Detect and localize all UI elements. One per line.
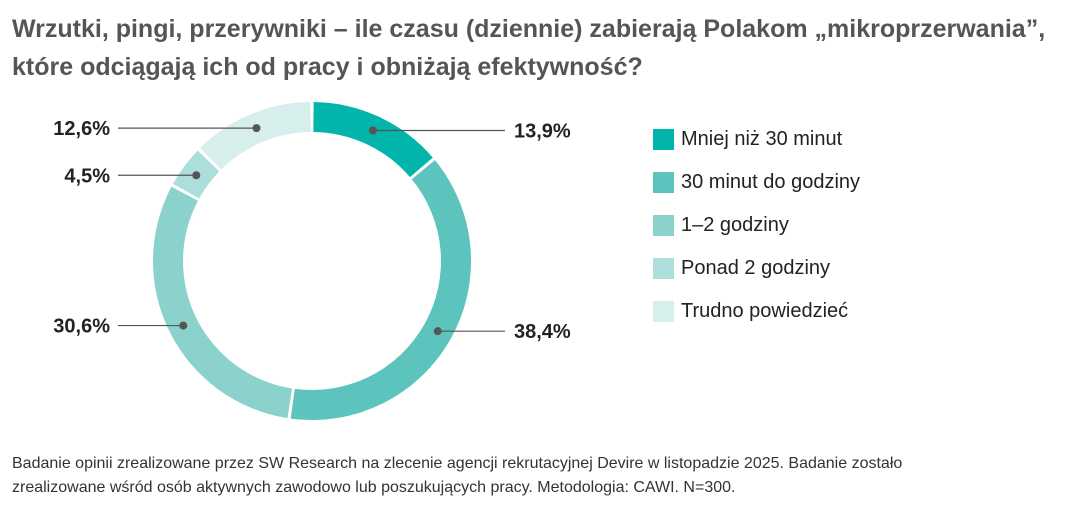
leader-dot-4 bbox=[192, 171, 201, 180]
legend-item-2: 30 minut do godziny bbox=[653, 161, 860, 204]
percent-labels: 13,9% 38,4% 30,6% 4,5% 12,6% bbox=[53, 118, 571, 343]
legend-swatch-5 bbox=[653, 301, 674, 322]
percent-label-1: 13,9% bbox=[514, 121, 571, 143]
legend-swatch-3 bbox=[653, 215, 674, 236]
leader-dot-1 bbox=[368, 126, 377, 135]
legend-swatch-2 bbox=[653, 172, 674, 193]
chart-title-line-2: które odciągają ich od pracy i obniżają … bbox=[12, 53, 643, 81]
legend-item-1: Mniej niż 30 minut bbox=[653, 118, 860, 161]
donut-slice-1 bbox=[313, 102, 433, 178]
legend-item-5: Trudno powiedzieć bbox=[653, 290, 860, 333]
legend-label-4: Ponad 2 godziny bbox=[681, 257, 831, 279]
donut-slice-5 bbox=[200, 102, 311, 170]
donut-slices bbox=[152, 102, 471, 421]
footnote-line-2: zrealizowane wśród osób aktywnych zawodo… bbox=[12, 479, 736, 496]
legend-item-4: Ponad 2 godziny bbox=[653, 247, 860, 290]
legend-label-3: 1–2 godziny bbox=[681, 214, 789, 236]
leader-dot-5 bbox=[252, 124, 261, 133]
donut-chart: 13,9% 38,4% 30,6% 4,5% 12,6% bbox=[53, 102, 571, 421]
legend-item-3: 1–2 godziny bbox=[653, 204, 860, 247]
donut-slice-2 bbox=[290, 160, 471, 421]
donut-slice-3 bbox=[152, 186, 293, 419]
leader-lines bbox=[118, 124, 505, 336]
footnote-line-1: Badanie opinii zrealizowane przez SW Res… bbox=[12, 455, 903, 472]
leader-dot-3 bbox=[179, 321, 188, 330]
methodology-footnote: Badanie opinii zrealizowane przez SW Res… bbox=[12, 452, 1072, 500]
legend-swatch-4 bbox=[653, 258, 674, 279]
leader-dot-2 bbox=[433, 327, 442, 336]
legend-label-1: Mniej niż 30 minut bbox=[681, 128, 843, 150]
legend-swatch-1 bbox=[653, 129, 674, 150]
chart-title-line-1: Wrzutki, pingi, przerywniki – ile czasu … bbox=[12, 15, 1046, 43]
chart-title: Wrzutki, pingi, przerywniki – ile czasu … bbox=[12, 10, 1072, 86]
percent-label-5: 12,6% bbox=[53, 118, 110, 140]
legend: Mniej niż 30 minut 30 minut do godziny 1–2… bbox=[653, 118, 860, 333]
legend-label-2: 30 minut do godziny bbox=[681, 171, 861, 193]
legend-label-5: Trudno powiedzieć bbox=[681, 300, 849, 322]
percent-label-3: 30,6% bbox=[53, 316, 110, 338]
percent-label-2: 38,4% bbox=[514, 321, 571, 343]
percent-label-4: 4,5% bbox=[64, 165, 110, 187]
